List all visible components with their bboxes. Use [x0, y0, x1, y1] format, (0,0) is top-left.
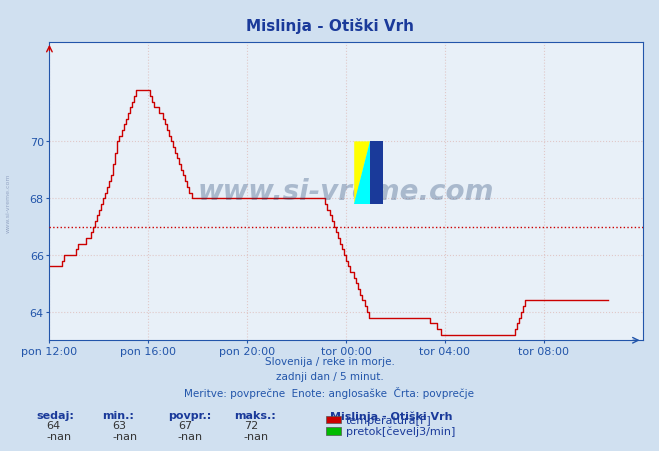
Text: -nan: -nan: [112, 431, 137, 441]
Text: -nan: -nan: [178, 431, 203, 441]
Text: 64: 64: [46, 420, 60, 430]
Text: -nan: -nan: [46, 431, 71, 441]
Text: maks.:: maks.:: [234, 410, 275, 420]
Text: 67: 67: [178, 420, 192, 430]
Polygon shape: [355, 142, 370, 204]
Text: sedaj:: sedaj:: [36, 410, 74, 420]
Text: Mislinja - Otiški Vrh: Mislinja - Otiški Vrh: [246, 18, 413, 34]
Text: www.si-vreme.com: www.si-vreme.com: [5, 173, 11, 233]
Text: Meritve: povprečne  Enote: anglosaške  Črta: povprečje: Meritve: povprečne Enote: anglosaške Črt…: [185, 386, 474, 398]
Text: Mislinja - Otiški Vrh: Mislinja - Otiški Vrh: [330, 410, 452, 421]
Text: pretok[čevelj3/min]: pretok[čevelj3/min]: [346, 426, 455, 437]
Text: Slovenija / reke in morje.: Slovenija / reke in morje.: [264, 356, 395, 366]
Text: temperatura[F]: temperatura[F]: [346, 415, 432, 425]
Bar: [370, 142, 383, 204]
Text: povpr.:: povpr.:: [168, 410, 212, 420]
Polygon shape: [355, 142, 370, 204]
Text: 72: 72: [244, 420, 258, 430]
Text: -nan: -nan: [244, 431, 269, 441]
Text: www.si-vreme.com: www.si-vreme.com: [198, 178, 494, 206]
Text: min.:: min.:: [102, 410, 134, 420]
Text: zadnji dan / 5 minut.: zadnji dan / 5 minut.: [275, 371, 384, 381]
Text: 63: 63: [112, 420, 126, 430]
